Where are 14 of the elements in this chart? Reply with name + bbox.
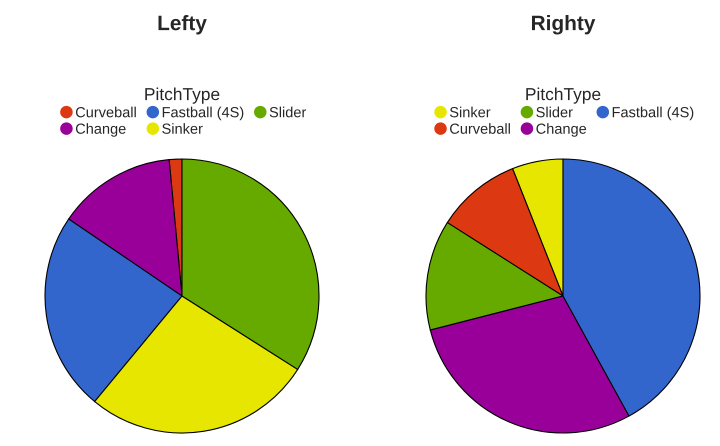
legend-label: Slider [536, 106, 573, 118]
chart-title: Righty [532, 14, 596, 34]
chart-title: Lefty [158, 15, 207, 34]
legend-label: Change [76, 123, 126, 137]
legend-label: Change [536, 123, 586, 137]
legend-label: Slider [270, 106, 306, 118]
legend-label: Fastball (4S) [612, 106, 694, 120]
legend-title: PitchType [526, 88, 600, 104]
legend-label: Sinker [450, 106, 490, 118]
legend-title: PitchType [145, 88, 220, 104]
legend-label: Curveball [450, 123, 510, 134]
legend-label: Sinker [162, 123, 203, 134]
legend-label: Curveball [76, 106, 136, 118]
legend-label: Fastball (4S) [162, 106, 244, 120]
